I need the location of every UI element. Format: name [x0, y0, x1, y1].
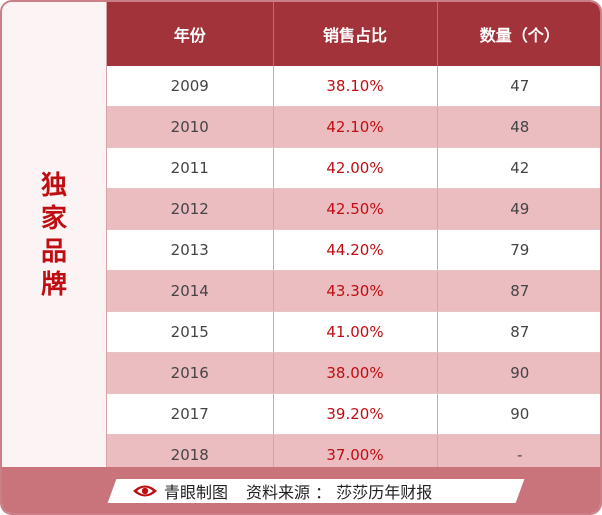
count-cell: 48 [437, 106, 600, 148]
category-char: 家 [40, 204, 67, 234]
data-table: 年份 销售占比 数量（个） 2009 38.10% 47 2010 42.10%… [107, 2, 600, 476]
footer-credit: 青眼制图 资料来源 ： 莎莎历年财报 [132, 479, 432, 503]
table-row: 2010 42.10% 48 [107, 106, 600, 148]
footer-bar: 青眼制图 资料来源 ： 莎莎历年财报 [2, 467, 600, 513]
share-cell: 41.00% [273, 311, 438, 353]
table-row: 2014 43.30% 87 [107, 270, 600, 312]
share-cell: 44.20% [273, 229, 438, 271]
share-cell: 42.50% [273, 188, 438, 230]
table-row: 2012 42.50% 49 [107, 188, 600, 230]
count-cell: 90 [437, 352, 600, 394]
share-cell: 39.20% [273, 393, 438, 435]
year-cell: 2016 [107, 352, 274, 394]
year-cell: 2015 [107, 311, 274, 353]
category-char: 独 [40, 171, 67, 201]
count-cell: 42 [437, 147, 600, 189]
category-label: 独 家 品 牌 [2, 170, 106, 302]
table-row: 2015 41.00% 87 [107, 311, 600, 353]
count-cell: 49 [437, 188, 600, 230]
share-cell: 42.00% [273, 147, 438, 189]
header-row: 年份 销售占比 数量（个） [107, 2, 600, 66]
year-cell: 2012 [107, 188, 274, 230]
header-count: 数量（个） [437, 2, 600, 66]
count-cell: 79 [437, 229, 600, 271]
table-row: 2016 38.00% 90 [107, 352, 600, 394]
year-cell: 2011 [107, 147, 274, 189]
category-char: 品 [40, 237, 67, 267]
year-cell: 2009 [107, 66, 274, 107]
count-cell: 87 [437, 311, 600, 353]
count-cell: 90 [437, 393, 600, 435]
year-cell: 2014 [107, 270, 274, 312]
share-cell: 43.30% [273, 270, 438, 312]
footer-brand: 青眼制图 [164, 483, 229, 502]
share-cell: 38.00% [273, 352, 438, 394]
eye-icon [133, 485, 157, 497]
category-char: 牌 [40, 270, 67, 300]
footer-source: 资料来源 ： 莎莎历年财报 [246, 483, 433, 502]
header-share: 销售占比 [273, 2, 438, 66]
year-cell: 2010 [107, 106, 274, 148]
share-cell: 38.10% [273, 66, 438, 107]
count-cell: 47 [437, 66, 600, 107]
table-row: 2017 39.20% 90 [107, 393, 600, 435]
header-year: 年份 [107, 2, 274, 66]
category-column: 独 家 品 牌 [2, 2, 107, 467]
share-cell: 42.10% [273, 106, 438, 148]
count-cell: 87 [437, 270, 600, 312]
table-row: 2013 44.20% 79 [107, 229, 600, 271]
year-cell: 2013 [107, 229, 274, 271]
year-cell: 2017 [107, 393, 274, 435]
table-row: 2011 42.00% 42 [107, 147, 600, 189]
table-row: 2009 38.10% 47 [107, 66, 600, 107]
